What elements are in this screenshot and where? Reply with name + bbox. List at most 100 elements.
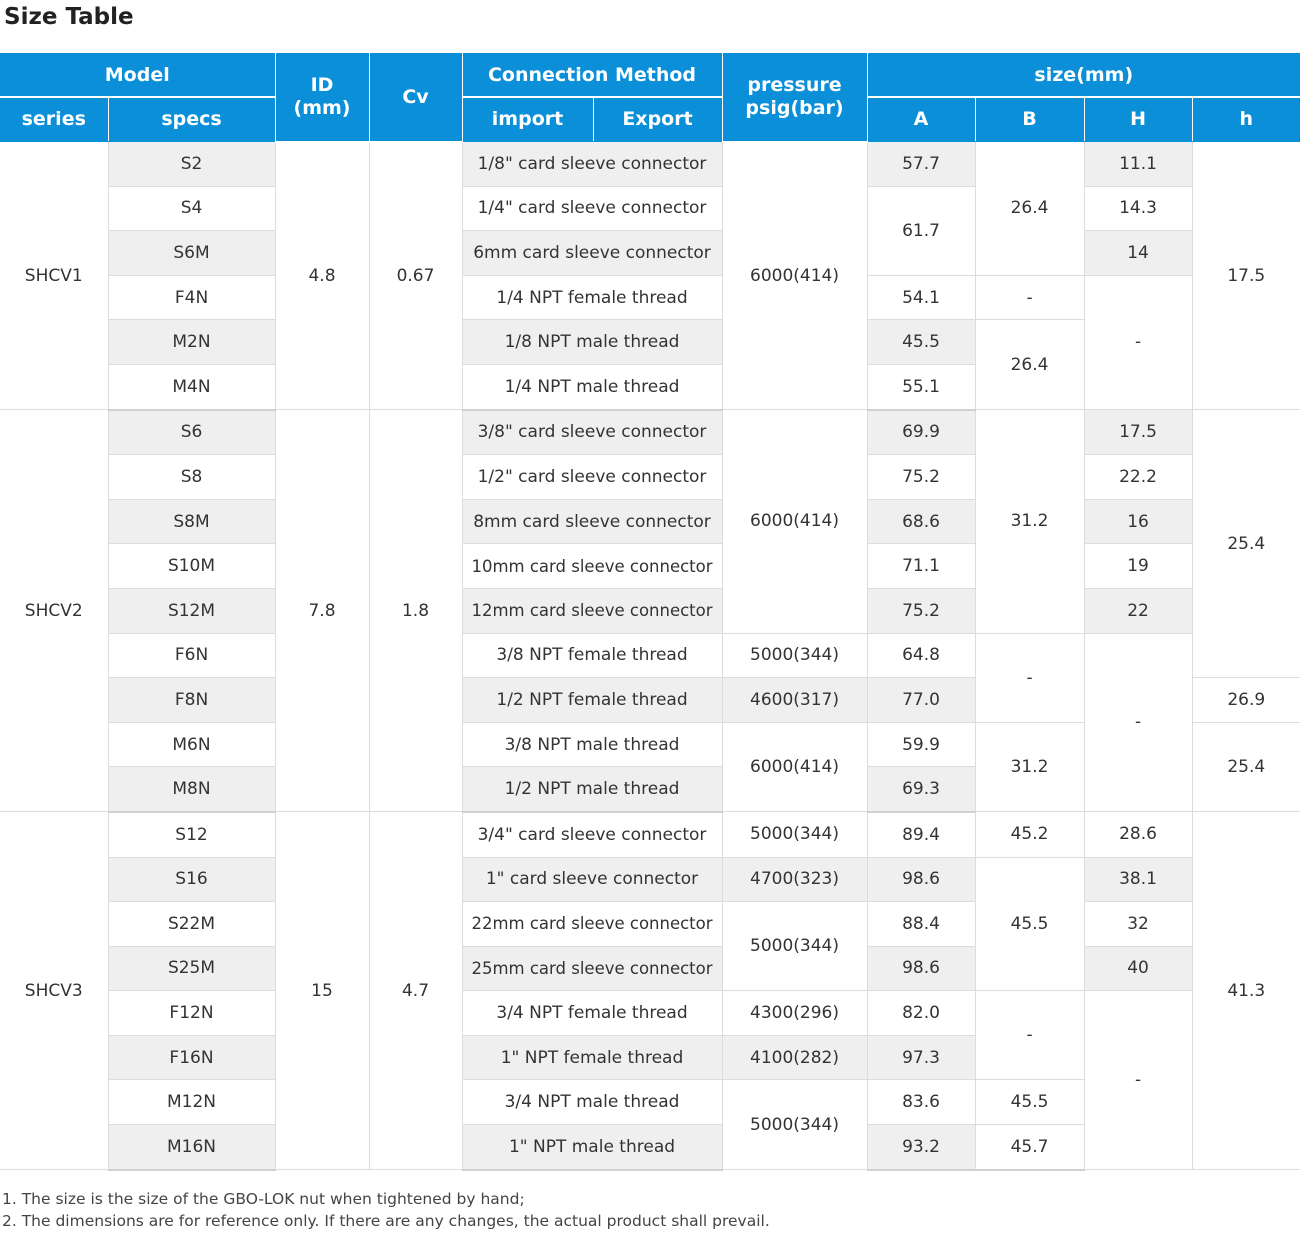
connection-cell: 1/4 NPT male thread — [461, 363, 723, 411]
size-a-cell: 75.2 — [866, 454, 976, 500]
header-series: series — [0, 96, 109, 142]
connection-cell: 1/2" card sleeve connector — [461, 454, 723, 500]
header-id: ID (mm) — [274, 53, 370, 143]
header-size-a: A — [866, 96, 976, 142]
size-h-upper-cell: 22 — [1083, 587, 1193, 634]
pressure-cell: 6000(414) — [721, 140, 868, 411]
size-a-cell: 98.6 — [866, 856, 976, 903]
header-cv: Cv — [368, 53, 463, 143]
table-row: M2N 1/8 NPT male thread 45.5 26.4 — [0, 319, 1300, 411]
spec-cell: F12N — [107, 990, 276, 1036]
size-h-lower-cell: 26.9 — [1191, 677, 1300, 723]
header-pressure: pressure psig(bar) — [721, 53, 868, 143]
size-h-upper-cell: 19 — [1083, 543, 1193, 589]
spec-cell: F8N — [107, 677, 276, 723]
size-a-cell: 88.4 — [866, 901, 976, 947]
spec-cell: S2 — [107, 141, 276, 187]
size-b-cell: 45.2 — [974, 811, 1085, 858]
connection-cell: 1/8" card sleeve connector — [461, 141, 723, 187]
table-row: F6N 3/8 NPT female thread 5000(344) 64.8… — [0, 632, 1300, 813]
table-row: M8N 1/2 NPT male thread 69.3 — [0, 766, 1300, 813]
size-a-cell: 98.6 — [866, 945, 976, 992]
size-a-cell: 45.5 — [866, 319, 976, 365]
table-row: F4N 1/4 NPT female thread 54.1 - - — [0, 274, 1300, 411]
table-row: S6M 6mm card sleeve connector 14 — [0, 230, 1300, 276]
size-a-cell: 55.1 — [866, 363, 976, 411]
connection-cell: 1/2 NPT female thread — [461, 677, 723, 723]
spec-cell: S12 — [107, 811, 276, 858]
cv-cell: 1.8 — [368, 409, 463, 813]
size-h-upper-cell: 17.5 — [1083, 409, 1193, 456]
connection-cell: 10mm card sleeve connector — [461, 543, 723, 589]
footnote: 2. The dimensions are for reference only… — [2, 1212, 770, 1230]
spec-cell: M16N — [107, 1124, 276, 1171]
connection-cell: 6mm card sleeve connector — [461, 230, 723, 276]
spec-cell: S4 — [107, 185, 276, 232]
size-h-upper-cell: - — [1083, 274, 1193, 411]
size-b-cell: - — [974, 990, 1085, 1081]
connection-cell: 3/8 NPT female thread — [461, 632, 723, 679]
header-size-b: B — [974, 96, 1085, 142]
header-import: import — [461, 96, 594, 142]
connection-cell: 3/8" card sleeve connector — [461, 409, 723, 456]
size-h-lower-cell: 17.5 — [1191, 140, 1300, 411]
size-h-upper-cell: 16 — [1083, 498, 1193, 545]
spec-cell: M4N — [107, 363, 276, 411]
size-b-cell: - — [974, 274, 1085, 321]
table-row: SHCV3 S12 15 4.7 3/4" card sleeve connec… — [0, 811, 1300, 1171]
connection-cell: 1" NPT male thread — [461, 1124, 723, 1171]
size-a-cell: 75.2 — [866, 587, 976, 634]
size-a-cell: 57.7 — [866, 141, 976, 187]
size-table: Model ID (mm) Cv Connection Method press… — [0, 53, 1300, 1171]
size-h-upper-cell: 14.3 — [1083, 185, 1193, 232]
size-a-cell: 71.1 — [866, 543, 976, 589]
pressure-cell: 5000(344) — [721, 1079, 868, 1171]
spec-cell: S6 — [107, 409, 276, 456]
size-a-cell: 68.6 — [866, 498, 976, 545]
size-h-upper-cell: - — [1083, 990, 1193, 1171]
connection-cell: 25mm card sleeve connector — [461, 945, 723, 992]
table-row: F12N 3/4 NPT female thread 4300(296) 82.… — [0, 990, 1300, 1171]
connection-cell: 1/4 NPT female thread — [461, 274, 723, 321]
pressure-cell: 5000(344) — [721, 901, 868, 992]
pressure-cell: 6000(414) — [721, 409, 868, 634]
table-row: S12M 12mm card sleeve connector 75.2 22 — [0, 587, 1300, 634]
connection-cell: 1/4" card sleeve connector — [461, 185, 723, 232]
connection-cell: 12mm card sleeve connector — [461, 587, 723, 634]
size-a-cell: 77.0 — [866, 677, 976, 723]
connection-cell: 8mm card sleeve connector — [461, 498, 723, 545]
series-cell: SHCV1 — [0, 140, 109, 411]
size-b-cell: 26.4 — [974, 141, 1085, 276]
header-size-h-lower: h — [1191, 96, 1300, 142]
size-h-upper-cell: 32 — [1083, 901, 1193, 947]
pressure-cell: 5000(344) — [721, 811, 868, 858]
id-cell: 15 — [274, 811, 370, 1171]
size-a-cell: 69.9 — [866, 409, 976, 456]
size-h-upper-cell: 22.2 — [1083, 454, 1193, 500]
table-row: S8M 8mm card sleeve connector 68.6 16 — [0, 498, 1300, 545]
cv-cell: 0.67 — [368, 140, 463, 411]
size-h-lower-cell: 25.4 — [1191, 721, 1300, 813]
table-row: M4N 1/4 NPT male thread 55.1 — [0, 363, 1300, 411]
size-a-cell: 59.9 — [866, 721, 976, 768]
connection-cell: 3/4" card sleeve connector — [461, 811, 723, 858]
series-cell: SHCV2 — [0, 409, 109, 813]
table-row: S4 1/4" card sleeve connector 61.7 14.3 — [0, 185, 1300, 276]
spec-cell: S8M — [107, 498, 276, 545]
table-row: M12N 3/4 NPT male thread 5000(344) 83.6 … — [0, 1079, 1300, 1171]
cv-cell: 4.7 — [368, 811, 463, 1171]
footnote: 1. The size is the size of the GBO-LOK n… — [2, 1190, 525, 1208]
footnotes: 1. The size is the size of the GBO-LOK n… — [2, 1188, 770, 1232]
table-row: S16 1" card sleeve connector 4700(323) 9… — [0, 856, 1300, 992]
spec-cell: S12M — [107, 587, 276, 634]
spec-cell: F16N — [107, 1034, 276, 1081]
spec-cell: S22M — [107, 901, 276, 947]
size-a-cell: 97.3 — [866, 1034, 976, 1081]
pressure-cell: 5000(344) — [721, 632, 868, 679]
spec-cell: M12N — [107, 1079, 276, 1126]
size-a-cell: 82.0 — [866, 990, 976, 1036]
size-h-upper-cell: 28.6 — [1083, 811, 1193, 858]
table-row: SHCV2 S6 7.8 1.8 3/8" card sleeve connec… — [0, 409, 1300, 813]
size-a-cell: 93.2 — [866, 1124, 976, 1171]
size-a-cell: 64.8 — [866, 632, 976, 679]
